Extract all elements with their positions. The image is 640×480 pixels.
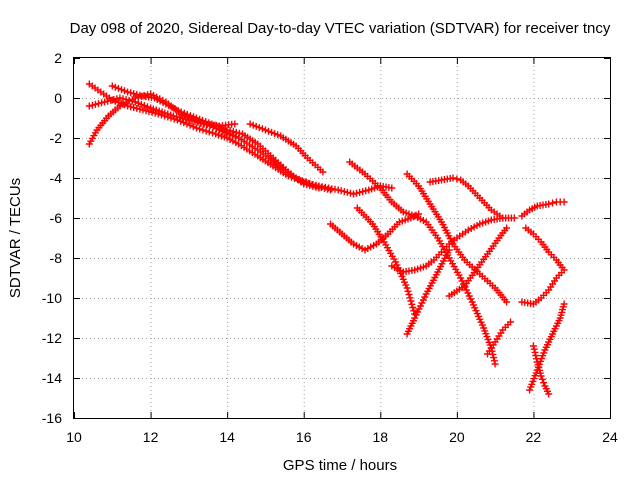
- x-tick-label: 16: [296, 429, 312, 445]
- data-markers: [85, 80, 396, 198]
- series-arc5: [246, 120, 327, 176]
- data-markers: [518, 224, 568, 308]
- x-tick-label: 22: [526, 429, 542, 445]
- y-tick-label: 2: [54, 50, 62, 66]
- y-tick-label: -16: [42, 410, 62, 426]
- data-markers: [445, 224, 511, 300]
- data-markers: [426, 174, 518, 222]
- y-tick-label: -14: [42, 370, 62, 386]
- x-tick-label: 18: [372, 429, 388, 445]
- series-arc15: [518, 198, 568, 220]
- x-axis-label: GPS time / hours: [283, 457, 397, 474]
- series-arc10: [403, 170, 511, 306]
- y-tick-label: -10: [42, 290, 62, 306]
- series-arc7: [353, 204, 419, 318]
- data-markers: [526, 300, 568, 394]
- series-arc11: [403, 246, 453, 338]
- data-markers: [388, 214, 507, 276]
- data-markers: [403, 170, 511, 306]
- x-tick-label: 20: [449, 429, 465, 445]
- y-tick-label: 0: [54, 90, 62, 106]
- data-markers: [518, 198, 568, 220]
- y-tick-label: -2: [50, 130, 63, 146]
- chart-title: Day 098 of 2020, Sidereal Day-to-day VTE…: [70, 20, 611, 37]
- x-tick-label: 10: [66, 429, 82, 445]
- series-arc16: [518, 224, 568, 308]
- data-markers: [353, 204, 419, 318]
- x-tick-label: 14: [219, 429, 235, 445]
- x-tick-label: 24: [602, 429, 618, 445]
- data-markers: [246, 120, 327, 176]
- axis-ticks: [74, 58, 611, 419]
- series-arc4: [108, 82, 323, 192]
- y-tick-label: -4: [50, 170, 63, 186]
- series-arc13: [426, 174, 518, 222]
- data-series: [85, 80, 568, 398]
- series-arc17: [526, 300, 568, 394]
- series-arc9: [388, 214, 507, 276]
- plot-frame: [73, 57, 611, 419]
- data-markers: [529, 342, 553, 398]
- data-markers: [484, 318, 514, 358]
- y-tick-label: -8: [50, 250, 63, 266]
- series-arc14: [484, 318, 514, 358]
- y-tick-label: -6: [50, 210, 63, 226]
- series-arc2: [85, 80, 396, 198]
- data-markers: [403, 246, 453, 338]
- y-axis-label: SDTVAR / TECUs: [7, 178, 24, 298]
- series-arc18: [529, 342, 553, 398]
- x-tick-label: 12: [143, 429, 159, 445]
- series-arc12: [445, 224, 511, 300]
- y-tick-label: -12: [42, 330, 62, 346]
- data-markers: [108, 82, 323, 192]
